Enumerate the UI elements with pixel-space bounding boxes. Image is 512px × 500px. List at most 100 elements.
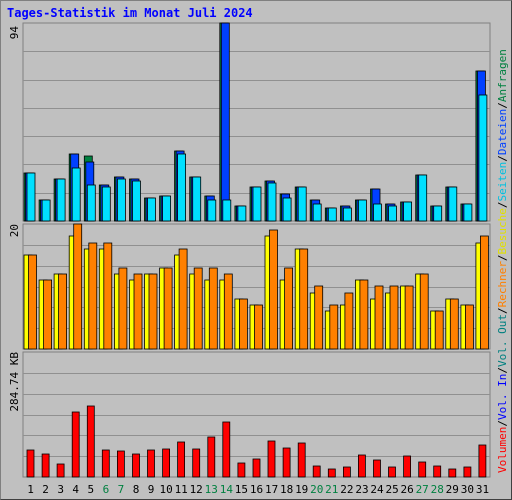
panel-volume bbox=[22, 351, 491, 478]
legend-rechner: Rechner bbox=[496, 261, 509, 308]
bar-seiten-day-26 bbox=[403, 201, 413, 222]
bar-rechner-day-1 bbox=[28, 254, 37, 350]
bar-volumen-day-21 bbox=[327, 468, 336, 478]
legend-sep: / bbox=[496, 420, 509, 427]
bar-volumen-day-15 bbox=[237, 462, 246, 478]
bar-rechner-day-15 bbox=[238, 298, 248, 350]
bar-rechner-day-31 bbox=[479, 235, 489, 350]
bar-rechner-day-25 bbox=[389, 285, 399, 350]
bar-dateien-day-14 bbox=[220, 22, 230, 222]
legend-seiten: Seiten bbox=[496, 162, 509, 202]
bar-volumen-day-11 bbox=[177, 441, 186, 478]
bar-volumen-day-17 bbox=[267, 440, 276, 478]
bar-seiten-day-4 bbox=[71, 167, 81, 222]
x-tick-label-day-15: 15 bbox=[235, 483, 248, 496]
bar-seiten-day-20 bbox=[312, 203, 322, 222]
bar-seiten-day-22 bbox=[342, 207, 352, 222]
bar-rechner-day-11 bbox=[178, 248, 188, 350]
bar-seiten-day-23 bbox=[357, 199, 367, 222]
bar-volumen-day-4 bbox=[71, 411, 80, 478]
panel-requests-files-pages bbox=[22, 22, 491, 222]
legend-sep: / bbox=[496, 155, 509, 162]
bar-volumen-day-25 bbox=[388, 466, 396, 478]
chart-title: Tages-Statistik im Monat Juli 2024 bbox=[7, 6, 253, 20]
bar-rechner-day-24 bbox=[374, 285, 384, 350]
bar-rechner-day-13 bbox=[208, 267, 218, 350]
bar-seiten-day-25 bbox=[388, 205, 397, 222]
legend-besuche: Besuche bbox=[496, 208, 509, 254]
bar-volumen-day-30 bbox=[463, 466, 472, 478]
bar-seiten-day-2 bbox=[41, 199, 51, 222]
x-tick-label-day-13: 13 bbox=[205, 483, 218, 496]
bar-volumen-day-27 bbox=[418, 461, 427, 478]
legend-vol-out: Vol. Out bbox=[496, 314, 509, 367]
bar-seiten-day-31 bbox=[478, 94, 488, 222]
bar-rechner-day-19 bbox=[299, 248, 309, 350]
bar-rechner-day-18 bbox=[284, 267, 294, 350]
x-tick-label-day-17: 17 bbox=[265, 483, 278, 496]
bar-volumen-day-26 bbox=[403, 455, 412, 478]
legend-sep: / bbox=[496, 102, 509, 109]
x-tick-label-day-20: 20 bbox=[310, 483, 323, 496]
bar-rechner-day-8 bbox=[133, 273, 143, 350]
bar-rechner-day-3 bbox=[58, 273, 67, 350]
legend-volumen: Volumen bbox=[496, 427, 509, 473]
bar-seiten-day-18 bbox=[282, 197, 292, 222]
x-tick-label-day-22: 22 bbox=[340, 483, 353, 496]
x-tick-label-day-30: 30 bbox=[461, 483, 474, 496]
legend-sep: / bbox=[496, 367, 509, 374]
bar-seiten-day-8 bbox=[132, 180, 141, 222]
bar-seiten-day-3 bbox=[56, 178, 66, 222]
x-axis-day-labels: 1 2 3 4 5 6 7 8 9 10 11 12 13 14 15 16 17 18 19 20 21 22 23 24 2… bbox=[27, 483, 489, 496]
legend-sep: / bbox=[496, 307, 509, 314]
bar-rechner-day-9 bbox=[148, 273, 158, 350]
x-tick-label-day-28: 28 bbox=[431, 483, 444, 496]
bar-volumen-day-24 bbox=[373, 459, 381, 478]
bar-rechner-day-2 bbox=[43, 279, 52, 350]
x-tick-label-day-31: 31 bbox=[476, 483, 489, 496]
bar-seiten-day-5 bbox=[86, 184, 96, 222]
bar-rechner-day-20 bbox=[314, 285, 324, 350]
bar-rechner-day-29 bbox=[449, 298, 459, 350]
x-tick-label-day-24: 24 bbox=[370, 483, 384, 496]
x-tick-label-day-6: 6 bbox=[103, 483, 110, 496]
legend-anfragen: Anfragen bbox=[496, 49, 509, 102]
bar-seiten-day-24 bbox=[373, 203, 382, 222]
x-tick-label-day-7: 7 bbox=[118, 483, 125, 496]
x-tick-label-day-27: 27 bbox=[416, 483, 429, 496]
bar-rechner-day-26 bbox=[404, 285, 414, 350]
bar-seiten-day-10 bbox=[162, 195, 172, 222]
bar-volumen-day-10 bbox=[162, 448, 171, 478]
x-tick-label-day-14: 14 bbox=[220, 483, 234, 496]
bar-seiten-day-17 bbox=[267, 182, 277, 222]
bar-volumen-day-14 bbox=[222, 421, 231, 478]
x-tick-label-day-9: 9 bbox=[148, 483, 155, 496]
x-tick-label-day-1: 1 bbox=[27, 483, 34, 496]
x-tick-label-day-3: 3 bbox=[57, 483, 64, 496]
bar-volumen-day-7 bbox=[117, 450, 125, 478]
bar-seiten-day-6 bbox=[101, 186, 111, 222]
bar-volumen-day-18 bbox=[282, 447, 291, 478]
x-tick-label-day-5: 5 bbox=[87, 483, 94, 496]
y-max-label-bottom: 284.74 KB bbox=[8, 352, 21, 412]
bar-volumen-day-12 bbox=[192, 448, 201, 478]
legend-sep: / bbox=[496, 254, 509, 261]
y-max-label-middle: 20 bbox=[8, 224, 21, 237]
bar-volumen-day-16 bbox=[252, 458, 261, 478]
bar-volumen-day-22 bbox=[342, 466, 351, 478]
bar-seiten-day-29 bbox=[448, 186, 458, 222]
bar-rechner-day-12 bbox=[193, 267, 203, 350]
bar-volumen-day-28 bbox=[433, 465, 442, 478]
bar-seiten-day-7 bbox=[117, 178, 126, 222]
x-tick-label-day-8: 8 bbox=[133, 483, 140, 496]
right-legend: Volumen/Vol. In/Vol. Out/Rechner/Besuche… bbox=[496, 49, 509, 473]
bar-seiten-day-14 bbox=[222, 199, 232, 222]
x-tick-label-day-2: 2 bbox=[42, 483, 49, 496]
bar-volumen-day-9 bbox=[147, 449, 155, 478]
bar-rechner-day-14 bbox=[223, 273, 233, 350]
bar-volumen-day-8 bbox=[132, 453, 140, 478]
bar-seiten-day-15 bbox=[237, 205, 247, 222]
bar-seiten-day-11 bbox=[177, 153, 187, 222]
bar-rechner-day-7 bbox=[118, 267, 128, 350]
